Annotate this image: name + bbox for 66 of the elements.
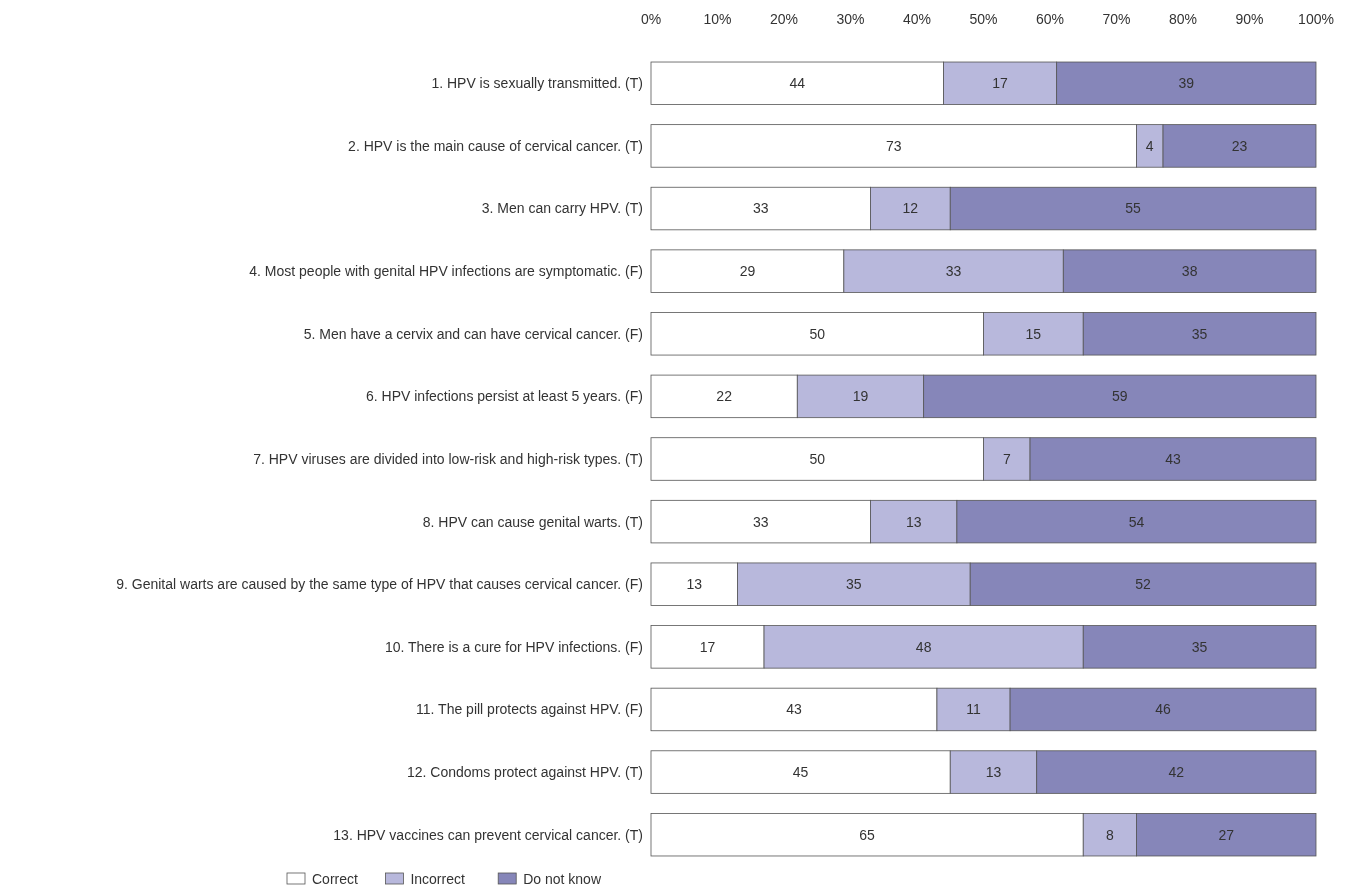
- x-tick-label: 80%: [1168, 11, 1198, 27]
- data-label: 23: [1231, 137, 1248, 154]
- x-tick-label: 100%: [1298, 11, 1334, 27]
- x-tick-label: 20%: [769, 11, 799, 27]
- data-label: 55: [1125, 200, 1142, 217]
- legend-label: Incorrect: [410, 870, 465, 887]
- data-label: 50: [809, 450, 826, 467]
- y-tick-label: 1. HPV is sexually transmitted. (T): [431, 75, 643, 92]
- data-label: 13: [686, 576, 703, 593]
- data-label: 45: [792, 763, 809, 780]
- data-label: 33: [752, 200, 769, 217]
- y-tick-label: 8. HPV can cause genital warts. (T): [422, 513, 643, 530]
- y-tick-label: 2. HPV is the main cause of cervical cancer. (T): [348, 137, 643, 154]
- data-label: 27: [1218, 826, 1235, 843]
- data-label: 35: [846, 576, 862, 593]
- data-label: 33: [945, 263, 962, 280]
- x-tick-label: 50%: [969, 11, 998, 27]
- data-label: 17: [699, 638, 716, 655]
- y-tick-label: 4. Most people with genital HPV infections are symptomatic. (F): [249, 263, 643, 280]
- data-label: 22: [716, 388, 733, 405]
- data-label: 73: [885, 137, 902, 154]
- data-label: 13: [905, 513, 922, 530]
- x-tick-label: 10%: [703, 11, 732, 27]
- data-label: 43: [786, 701, 802, 718]
- y-tick-label: 5. Men have a cervix and can have cervical cancer. (F): [303, 325, 643, 342]
- data-label: 13: [985, 763, 1002, 780]
- data-label: 33: [752, 513, 769, 530]
- data-label: 8: [1105, 826, 1114, 843]
- data-label: 52: [1135, 576, 1152, 593]
- x-tick-label: 90%: [1235, 11, 1264, 27]
- data-label: 15: [1025, 325, 1042, 342]
- data-label: 46: [1155, 701, 1172, 718]
- data-label: 38: [1181, 263, 1198, 280]
- y-tick-label: 12. Condoms protect against HPV. (T): [406, 763, 643, 780]
- y-tick-label: 6. HPV infections persist at least 5 years. (F): [366, 388, 643, 405]
- data-label: 54: [1128, 513, 1145, 530]
- data-label: 48: [915, 638, 932, 655]
- data-label: 11: [966, 701, 981, 718]
- data-label: 59: [1112, 388, 1128, 405]
- data-label: 44: [789, 75, 806, 92]
- data-label: 19: [852, 388, 869, 405]
- data-label: 50: [809, 325, 826, 342]
- x-tick-label: 30%: [836, 11, 865, 27]
- data-label: 65: [859, 826, 876, 843]
- x-tick-label: 70%: [1102, 11, 1131, 27]
- y-tick-label: 7. HPV viruses are divided into low-risk and high-risk types. (T): [253, 450, 643, 467]
- data-label: 4: [1145, 137, 1154, 154]
- data-label: 12: [902, 200, 919, 217]
- data-label: 35: [1191, 325, 1208, 342]
- data-label: 7: [1002, 450, 1011, 467]
- y-tick-label: 9. Genital warts are caused by the same type of HPV that causes cervical cancer. (F): [116, 576, 643, 593]
- data-label: 42: [1168, 763, 1185, 780]
- y-tick-label: 13. HPV vaccines can prevent cervical cancer. (T): [333, 826, 643, 843]
- data-label: 35: [1191, 638, 1208, 655]
- x-tick-label: 0%: [640, 11, 662, 27]
- y-tick-label: 10. There is a cure for HPV infections. (F): [384, 638, 643, 655]
- x-tick-label: 60%: [1035, 11, 1065, 27]
- data-label: 43: [1165, 450, 1182, 467]
- y-tick-label: 11. The pill protects against HPV. (F): [416, 701, 643, 718]
- legend-label: Do not know: [523, 870, 602, 887]
- data-label: 39: [1178, 75, 1195, 92]
- y-tick-label: 3. Men can carry HPV. (T): [481, 200, 643, 217]
- legend-label: Correct: [312, 870, 359, 887]
- data-label: 29: [739, 263, 756, 280]
- data-label: 17: [992, 75, 1009, 92]
- x-tick-label: 40%: [902, 11, 932, 27]
